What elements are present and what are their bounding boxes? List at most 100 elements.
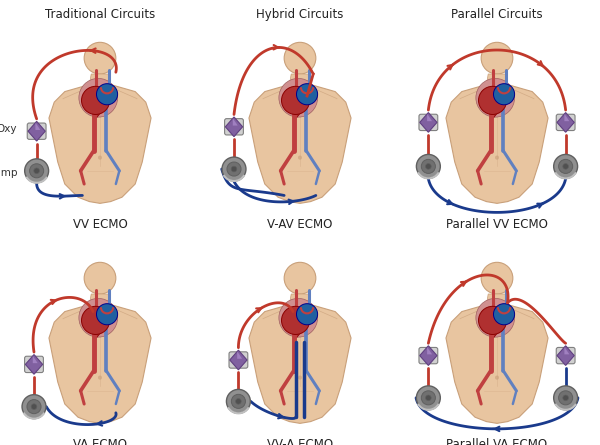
Polygon shape <box>230 350 247 370</box>
Polygon shape <box>89 74 110 85</box>
Circle shape <box>296 303 317 325</box>
Circle shape <box>416 154 440 178</box>
Circle shape <box>236 399 241 404</box>
FancyBboxPatch shape <box>419 114 438 130</box>
Circle shape <box>481 262 513 294</box>
Circle shape <box>421 159 436 174</box>
Text: Pump: Pump <box>0 169 17 178</box>
Polygon shape <box>481 102 506 118</box>
Circle shape <box>493 303 515 325</box>
Circle shape <box>298 156 302 159</box>
Text: VV-A ECMO: VV-A ECMO <box>267 438 333 445</box>
Circle shape <box>495 156 499 159</box>
Polygon shape <box>289 294 311 304</box>
Text: V-AV ECMO: V-AV ECMO <box>268 218 332 231</box>
Circle shape <box>97 84 118 105</box>
Polygon shape <box>25 355 43 374</box>
Circle shape <box>232 394 245 409</box>
Text: Oxy: Oxy <box>0 124 17 134</box>
Polygon shape <box>565 347 569 354</box>
Circle shape <box>284 262 316 294</box>
Circle shape <box>281 86 310 114</box>
Circle shape <box>476 78 515 117</box>
Circle shape <box>495 376 499 379</box>
Polygon shape <box>446 85 548 203</box>
Circle shape <box>425 395 431 401</box>
Circle shape <box>29 164 44 178</box>
Text: VV ECMO: VV ECMO <box>73 218 127 231</box>
Polygon shape <box>226 117 242 137</box>
Circle shape <box>554 386 578 410</box>
Text: Traditional Circuits: Traditional Circuits <box>45 8 155 21</box>
Polygon shape <box>565 114 569 121</box>
Polygon shape <box>481 322 506 338</box>
Polygon shape <box>249 85 351 203</box>
Circle shape <box>416 386 440 410</box>
Polygon shape <box>284 322 309 338</box>
Polygon shape <box>84 322 109 338</box>
Circle shape <box>479 86 506 114</box>
Circle shape <box>296 84 317 105</box>
Polygon shape <box>84 102 109 118</box>
Circle shape <box>25 159 49 183</box>
Circle shape <box>97 303 118 325</box>
Polygon shape <box>487 294 508 304</box>
Circle shape <box>98 376 102 379</box>
FancyBboxPatch shape <box>556 348 575 364</box>
FancyBboxPatch shape <box>419 348 438 364</box>
Circle shape <box>559 159 572 174</box>
Polygon shape <box>237 352 242 359</box>
Polygon shape <box>446 304 548 423</box>
Circle shape <box>82 306 110 335</box>
Polygon shape <box>289 74 311 85</box>
Polygon shape <box>284 102 309 118</box>
Circle shape <box>284 42 316 74</box>
Circle shape <box>281 306 310 335</box>
Circle shape <box>563 395 568 401</box>
Polygon shape <box>420 346 437 365</box>
Text: Parallel Circuits: Parallel Circuits <box>451 8 543 21</box>
Circle shape <box>34 168 40 174</box>
Text: Parallel VA ECMO: Parallel VA ECMO <box>446 438 548 445</box>
Polygon shape <box>427 347 432 354</box>
Text: VA ECMO: VA ECMO <box>73 438 127 445</box>
Polygon shape <box>28 121 45 141</box>
Circle shape <box>493 84 515 105</box>
FancyBboxPatch shape <box>27 123 46 139</box>
Circle shape <box>481 42 513 74</box>
Polygon shape <box>427 114 432 121</box>
Circle shape <box>27 400 41 414</box>
Circle shape <box>79 299 118 337</box>
Text: Hybrid Circuits: Hybrid Circuits <box>256 8 344 21</box>
Circle shape <box>84 262 116 294</box>
Polygon shape <box>49 304 151 423</box>
Polygon shape <box>35 122 40 130</box>
Circle shape <box>563 164 568 169</box>
Polygon shape <box>557 346 574 365</box>
Circle shape <box>425 164 431 169</box>
Circle shape <box>298 376 302 379</box>
Polygon shape <box>233 118 238 125</box>
FancyBboxPatch shape <box>25 356 43 372</box>
Polygon shape <box>89 294 110 304</box>
Polygon shape <box>33 356 38 363</box>
Circle shape <box>79 78 118 117</box>
Polygon shape <box>49 85 151 203</box>
Circle shape <box>22 395 46 419</box>
Polygon shape <box>557 113 574 132</box>
Polygon shape <box>249 304 351 423</box>
Circle shape <box>227 162 241 176</box>
FancyBboxPatch shape <box>224 119 244 135</box>
Circle shape <box>222 157 246 181</box>
FancyBboxPatch shape <box>556 114 575 130</box>
Circle shape <box>82 86 110 114</box>
Circle shape <box>279 299 317 337</box>
Circle shape <box>31 404 37 409</box>
Circle shape <box>279 78 317 117</box>
Polygon shape <box>487 74 508 85</box>
Circle shape <box>476 299 515 337</box>
Text: Parallel VV ECMO: Parallel VV ECMO <box>446 218 548 231</box>
Circle shape <box>479 306 506 335</box>
Circle shape <box>421 391 436 405</box>
FancyBboxPatch shape <box>229 352 248 368</box>
